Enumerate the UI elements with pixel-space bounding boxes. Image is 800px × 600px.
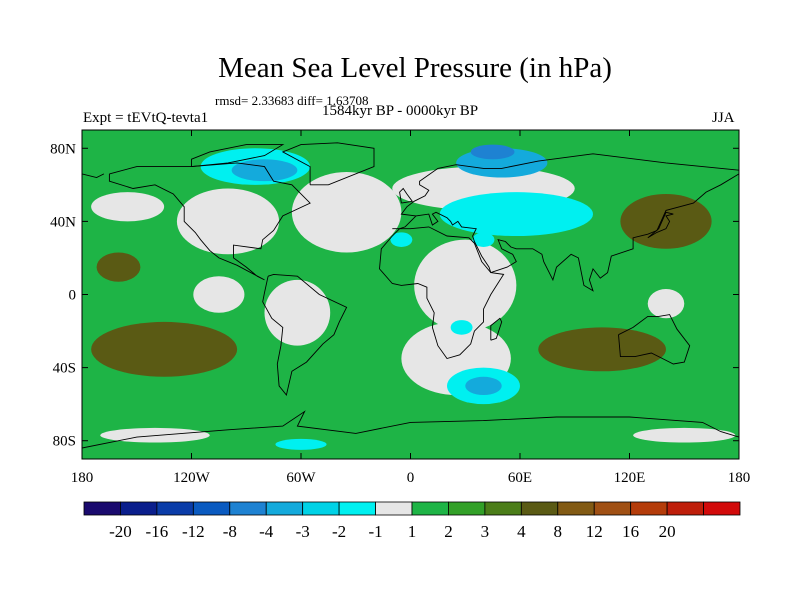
colorbar-box <box>192 501 231 516</box>
field-region <box>291 172 402 253</box>
field-region <box>91 192 165 222</box>
coastline <box>392 153 739 292</box>
x-tick-label: 0 <box>407 470 415 486</box>
colorbar-label: 4 <box>517 522 526 541</box>
coastline <box>82 410 739 449</box>
x-tick-label: 60W <box>286 470 316 486</box>
x-tick-label: 60E <box>508 470 532 486</box>
field-region <box>176 188 280 255</box>
coastline <box>191 144 285 168</box>
colorbar-label: 8 <box>554 522 563 541</box>
y-tick-label: 80N <box>50 141 76 157</box>
colorbar-label: -12 <box>182 522 205 541</box>
colorbar-box <box>229 501 267 516</box>
field-region <box>470 144 515 160</box>
field-region <box>620 193 712 249</box>
map-field <box>82 130 739 459</box>
coastline <box>82 173 105 178</box>
colorbar-label: 16 <box>622 522 639 541</box>
colorbar-label: -1 <box>368 522 382 541</box>
colorbar-box <box>120 501 158 516</box>
x-tick-label: 180 <box>71 470 94 486</box>
colorbar-box <box>375 501 413 516</box>
chart-title: Mean Sea Level Pressure (in hPa) <box>218 52 612 84</box>
colorbar-label: -20 <box>109 522 132 541</box>
field-region <box>264 279 331 346</box>
colorbar-box <box>338 501 376 516</box>
field-region <box>465 376 502 396</box>
x-tick-label: 180 <box>728 470 751 486</box>
y-tick-label: 0 <box>69 288 77 304</box>
experiment-label: Expt = tEVtQ-tevta1 <box>83 110 209 126</box>
period-label: 1584kyr BP - 0000kyr BP <box>322 103 479 119</box>
colorbar-box <box>666 501 704 516</box>
coastline <box>490 317 503 341</box>
colorbar-box <box>156 501 194 516</box>
colorbar-label: -4 <box>259 522 274 541</box>
coastlines <box>82 142 739 449</box>
coastline <box>618 314 691 365</box>
colorbar-label: 20 <box>659 522 676 541</box>
field-region <box>450 320 473 335</box>
colorbar-box <box>302 501 340 516</box>
coastline <box>108 162 311 281</box>
field-region <box>390 232 413 247</box>
coastline <box>399 187 414 204</box>
stats-text: rmsd= 2.33683 diff= 1.63708 <box>215 93 369 108</box>
coastline <box>262 273 348 397</box>
colorbar-box <box>265 501 304 516</box>
y-tick-label: 40N <box>50 214 76 230</box>
colorbar-box <box>557 501 595 516</box>
coastline <box>647 211 674 239</box>
x-tick-label: 120W <box>173 470 211 486</box>
colorbar-box <box>703 501 741 516</box>
season-label: JJA <box>712 110 735 126</box>
field-region <box>231 159 298 182</box>
y-tick-label: 40S <box>53 361 76 377</box>
field-region <box>91 321 238 377</box>
colorbar-label: 3 <box>481 522 490 541</box>
colorbar-box <box>520 501 559 516</box>
colorbar-box <box>411 501 449 516</box>
colorbar-label: -3 <box>296 522 310 541</box>
colorbar-label: -2 <box>332 522 346 541</box>
colorbar-label: 1 <box>408 522 417 541</box>
colorbar-box <box>593 501 632 516</box>
colorbar-label: -16 <box>146 522 169 541</box>
colorbar-box <box>630 501 668 516</box>
y-tick-label: 80S <box>53 434 76 450</box>
field-region <box>96 252 141 282</box>
field-region <box>193 276 245 313</box>
field-region <box>472 232 495 247</box>
field-region <box>414 239 517 332</box>
colorbar-box <box>484 501 522 516</box>
field-region <box>439 192 593 237</box>
colorbar-label: 12 <box>586 522 603 541</box>
colorbar-box <box>83 501 121 516</box>
x-tick-label: 120E <box>614 470 646 486</box>
field-region <box>647 289 685 319</box>
coastline <box>379 226 505 360</box>
field-region <box>538 327 666 372</box>
colorbar-label: 2 <box>444 522 453 541</box>
colorbar-box <box>448 501 486 516</box>
field-region <box>633 427 736 443</box>
colorbar-label: -8 <box>223 522 237 541</box>
field-region <box>275 438 327 450</box>
coastline <box>281 142 375 186</box>
